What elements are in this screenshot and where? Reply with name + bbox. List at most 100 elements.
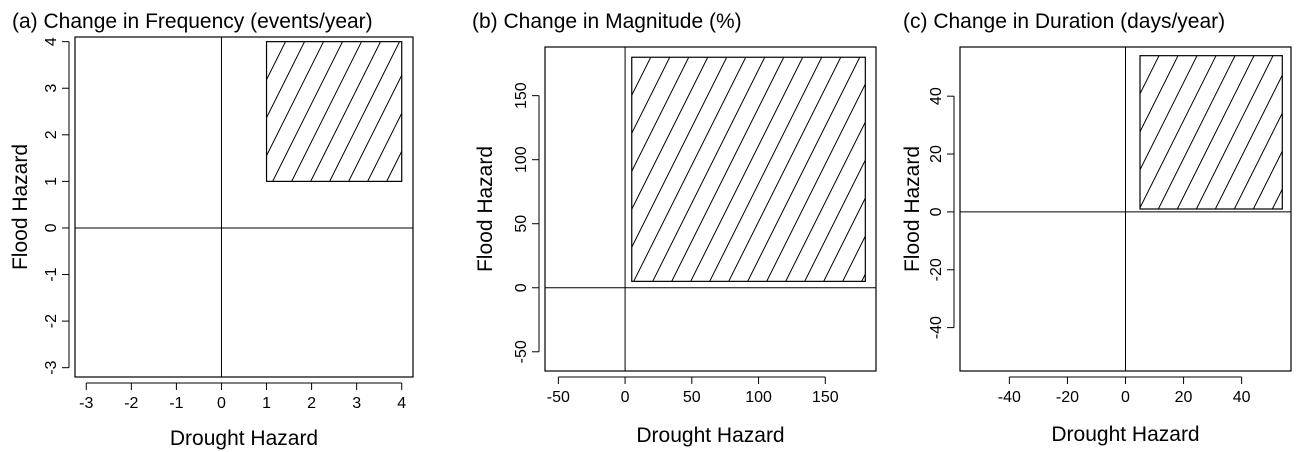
plot-frame	[959, 46, 1292, 372]
hatch-line	[1252, 150, 1283, 209]
hatch-line	[266, 41, 324, 157]
hatch-line	[386, 150, 402, 182]
x-tick-label: 100	[745, 389, 772, 406]
hatch-line	[1195, 55, 1274, 209]
y-tick-label: 150	[513, 82, 530, 109]
x-axis-title: Drought Hazard	[170, 427, 318, 450]
chart-title: (b) Change in Magnitude (%)	[472, 10, 742, 33]
hatch-line	[631, 57, 652, 97]
y-axis-title: Flood Hazard	[901, 146, 924, 272]
y-tick-label: 1	[43, 177, 60, 186]
hatch-line	[652, 57, 766, 282]
y-tick-label: -1	[43, 267, 60, 281]
hatch-line	[266, 41, 305, 119]
chart-panel-b: -50 0 50 100 150 -50 0 50 100 150 (b) Change in Ma…	[472, 10, 877, 447]
y-tick-label: 100	[513, 146, 530, 173]
chart-title: (c) Change in Duration (days/year)	[903, 10, 1225, 33]
x-tick-label: 40	[1233, 389, 1251, 406]
x-tick-label: -1	[169, 395, 183, 412]
plot-frame	[74, 36, 414, 378]
hatched-region	[631, 56, 866, 282]
hatch-line	[367, 112, 402, 182]
x-tick-label: 0	[217, 395, 226, 412]
hatch-line	[1140, 55, 1160, 95]
hatch-line	[1140, 55, 1217, 209]
y-tick-label: 50	[513, 215, 530, 233]
hatch-line	[1233, 112, 1283, 209]
hatch-line	[1140, 55, 1141, 57]
x-tick-label: -40	[998, 389, 1021, 406]
hatch-line	[310, 41, 381, 182]
hatch-line	[178, 42, 248, 182]
hatch-line	[406, 42, 476, 182]
hatch-line	[671, 57, 785, 282]
y-tick-label: -2	[43, 314, 60, 328]
y-axis-title: Flood Hazard	[9, 144, 32, 270]
hatch-line	[785, 120, 866, 282]
hatch-line	[1140, 55, 1198, 171]
hatch-line	[631, 57, 728, 249]
y-tick-label: 0	[513, 283, 530, 292]
hatch-line	[1271, 188, 1283, 209]
chart-panel-c: -40 -20 0 20 40 -40 -20 0 20 40 (c) Change in Dura…	[901, 10, 1296, 446]
y-tick-label: 4	[43, 37, 60, 46]
chart-panel-a: -3 -2 -1 0 1 2 3 4 -3 -2 -1 0 1 2 3 4 (a) Change in Freq…	[9, 10, 476, 450]
hatch-line	[842, 234, 866, 282]
hatch-line	[631, 57, 633, 59]
hatch-lines	[178, 41, 476, 182]
x-tick-label: 2	[307, 395, 316, 412]
x-tick-label: 0	[1121, 389, 1130, 406]
hatch-line	[631, 57, 709, 211]
x-axis-title: Drought Hazard	[636, 424, 784, 447]
y-tick-label: -50	[513, 340, 530, 363]
x-tick-label: -50	[547, 389, 570, 406]
y-tick-label: 3	[43, 84, 60, 93]
chart-title: (a) Change in Frequency (events/year)	[12, 10, 373, 33]
x-tick-label: 3	[352, 395, 361, 412]
y-tick-label: 0	[43, 223, 60, 232]
hatch-line	[690, 57, 804, 282]
hatch-line	[1044, 56, 1121, 209]
hatched-region	[1139, 55, 1283, 210]
x-tick-label: 150	[812, 389, 839, 406]
hatch-line	[631, 57, 690, 173]
hatch-line	[1140, 55, 1179, 133]
hatch-line	[291, 41, 362, 182]
hatch-line	[272, 41, 343, 182]
hatch-lines	[631, 57, 866, 282]
hatch-line	[1291, 56, 1296, 209]
x-tick-label: 50	[683, 389, 701, 406]
x-tick-label: -3	[79, 395, 93, 412]
x-tick-label: 4	[397, 395, 406, 412]
y-tick-label: 20	[928, 145, 945, 163]
x-tick-label: 20	[1175, 389, 1193, 406]
y-tick-label: -3	[43, 360, 60, 374]
hatch-line	[631, 57, 671, 135]
hatch-line	[709, 57, 823, 282]
hatch-line	[329, 41, 400, 182]
y-tick-label: 0	[928, 207, 945, 216]
x-tick-label: -20	[1056, 389, 1079, 406]
y-axis-title: Flood Hazard	[474, 146, 497, 272]
y-tick-label: -40	[928, 316, 945, 339]
plot-frame	[544, 46, 877, 372]
hatch-line	[633, 57, 747, 282]
hatch-line	[1214, 74, 1283, 209]
x-axis-title: Drought Hazard	[1051, 423, 1199, 446]
hatched-region	[265, 41, 403, 182]
hatch-line	[728, 57, 842, 282]
y-tick-label: 40	[928, 87, 945, 105]
y-tick-label: 2	[43, 130, 60, 139]
hatch-line	[747, 57, 861, 282]
hatch-line	[766, 82, 866, 282]
hatch-line	[1176, 55, 1255, 209]
x-tick-label: -2	[124, 395, 138, 412]
hatch-line	[266, 41, 267, 43]
x-tick-label: 0	[621, 389, 630, 406]
hatch-lines	[1044, 55, 1296, 209]
hatch-line	[348, 74, 402, 182]
x-tick-label: 1	[262, 395, 271, 412]
hatch-line	[804, 158, 866, 282]
hatch-line	[1157, 55, 1236, 209]
